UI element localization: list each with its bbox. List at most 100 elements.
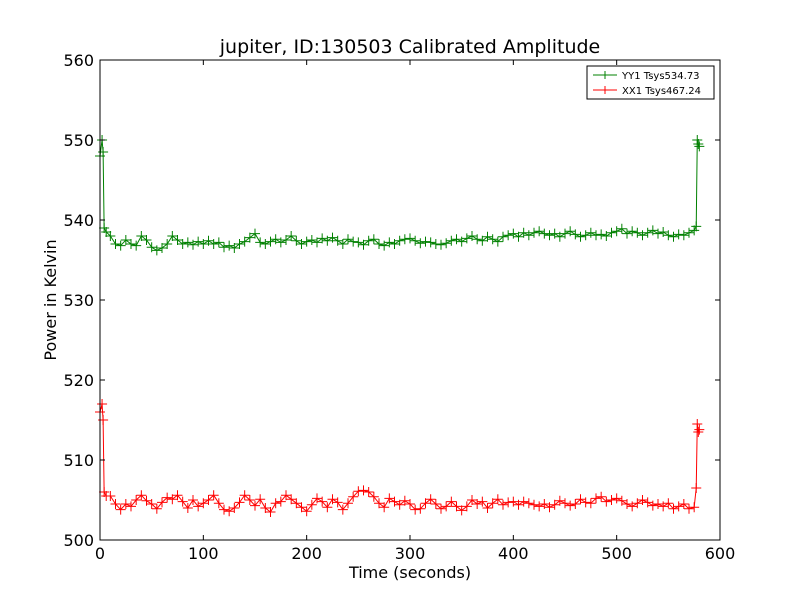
data-point <box>472 499 483 509</box>
data-point <box>467 495 477 505</box>
data-point <box>405 233 415 244</box>
data-point <box>275 237 286 248</box>
data-point <box>596 229 607 240</box>
data-point <box>554 231 565 242</box>
data-point <box>213 237 224 248</box>
data-point <box>441 501 452 512</box>
data-point <box>115 240 126 251</box>
data-point <box>394 499 405 510</box>
legend-label: XX1 Tsys467.24 <box>622 86 701 97</box>
data-point <box>172 235 183 245</box>
data-point <box>410 504 421 515</box>
y-tick-label: 560 <box>63 51 94 70</box>
data-point <box>446 496 457 507</box>
data-point <box>580 230 591 241</box>
data-point <box>120 499 131 509</box>
data-point <box>585 498 596 509</box>
data-point <box>136 231 147 241</box>
data-point <box>167 494 178 505</box>
data-point <box>405 499 415 509</box>
data-point <box>560 228 570 239</box>
data-point <box>219 504 229 515</box>
y-tick-label: 520 <box>63 371 94 390</box>
data-point <box>451 234 462 245</box>
data-point <box>198 498 209 509</box>
y-tick-label: 500 <box>63 531 94 550</box>
data-point <box>229 503 240 513</box>
data-point <box>565 500 576 511</box>
data-point <box>193 501 204 512</box>
data-point <box>477 496 488 507</box>
data-point <box>420 498 431 509</box>
data-point <box>692 135 703 145</box>
data-point <box>487 498 498 509</box>
data-point <box>554 495 565 506</box>
x-tick-label: 100 <box>188 544 219 563</box>
data-point <box>565 226 576 237</box>
data-point <box>575 231 586 242</box>
data-point <box>172 490 183 501</box>
data-point <box>482 503 493 513</box>
data-point <box>415 238 426 249</box>
x-tick-label: 500 <box>601 544 632 563</box>
data-point <box>622 499 632 509</box>
data-point <box>653 228 663 239</box>
x-tick-label: 200 <box>291 544 322 563</box>
data-point <box>255 237 266 248</box>
data-point <box>162 239 173 249</box>
data-point <box>162 492 173 503</box>
data-point <box>534 226 545 237</box>
y-tick-label: 510 <box>63 451 94 470</box>
data-point <box>101 227 112 237</box>
data-point <box>374 498 384 509</box>
data-point <box>477 235 488 246</box>
series-2 <box>95 399 705 517</box>
data-point <box>265 507 276 517</box>
x-axis-label: Time (seconds) <box>348 563 471 582</box>
data-point <box>213 498 224 509</box>
data-point <box>451 501 462 512</box>
data-point <box>363 235 374 246</box>
data-point <box>601 496 612 507</box>
data-point <box>157 497 167 508</box>
data-point <box>126 501 136 512</box>
data-point <box>691 221 702 232</box>
data-point <box>296 239 307 249</box>
x-tick-label: 300 <box>395 544 426 563</box>
data-point <box>420 236 431 247</box>
data-point <box>508 496 519 507</box>
data-point <box>570 229 581 240</box>
data-point <box>492 494 503 505</box>
data-point <box>503 230 514 241</box>
data-point <box>384 237 395 248</box>
data-point <box>658 227 669 237</box>
data-point <box>622 228 632 239</box>
series-line <box>99 139 700 251</box>
data-point <box>436 239 446 250</box>
data-point <box>244 232 255 243</box>
data-point <box>694 424 705 435</box>
data-point <box>151 245 162 256</box>
data-point <box>286 231 297 241</box>
data-point <box>182 503 193 513</box>
data-point <box>291 235 302 246</box>
data-point <box>363 487 374 497</box>
data-point <box>317 233 328 244</box>
data-point <box>658 501 669 512</box>
data-point <box>234 497 245 508</box>
data-point <box>219 242 229 253</box>
data-point <box>549 499 560 510</box>
data-point <box>358 239 369 250</box>
data-point <box>518 227 529 238</box>
data-point <box>632 498 643 509</box>
data-point <box>115 504 126 515</box>
data-point <box>684 227 694 238</box>
data-point <box>358 485 369 496</box>
data-point <box>692 419 703 429</box>
data-point <box>399 234 410 245</box>
data-point <box>482 231 493 242</box>
data-point <box>281 235 291 245</box>
data-point <box>689 225 700 236</box>
data-point <box>348 491 359 502</box>
data-point <box>379 240 390 251</box>
